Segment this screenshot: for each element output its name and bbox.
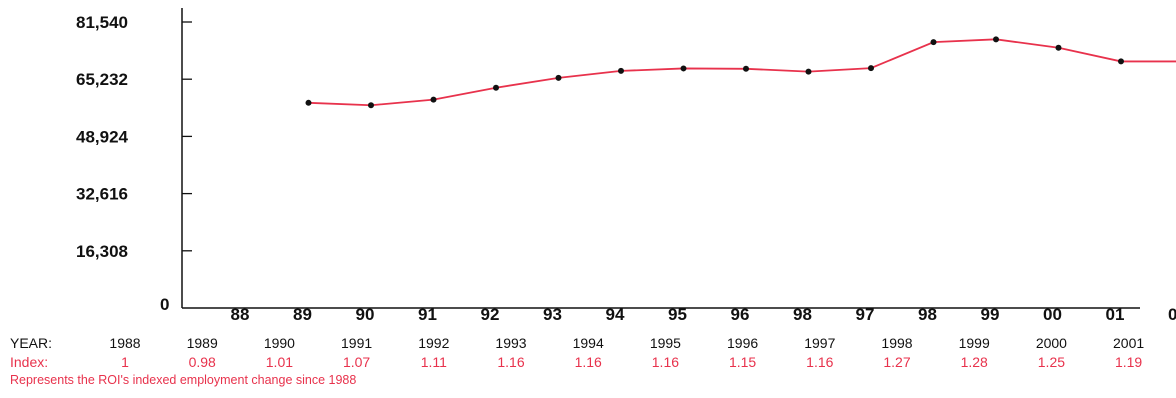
footnote: Represents the ROI's indexed employment … — [10, 373, 356, 387]
series-points-layer — [305, 36, 1124, 109]
x-tick-label: 94 — [606, 305, 625, 324]
x-tick-label: 00 — [1043, 305, 1062, 324]
data-table: YEAR: Index: 1988 1989 1990 1991 1992 1993 199… — [10, 335, 1144, 387]
index-cell: 1.28 — [961, 354, 988, 370]
x-tick-label: 01 — [1106, 305, 1125, 324]
x-tick-label: 98 — [918, 305, 937, 324]
data-point — [493, 84, 499, 91]
x-tick-label: 92 — [481, 305, 500, 324]
data-point — [430, 96, 437, 103]
x-tick-label: 88 — [231, 305, 250, 324]
index-cell: 1.27 — [883, 354, 910, 370]
data-point — [868, 65, 874, 72]
year-cell: 1997 — [804, 335, 835, 351]
year-cell: 1996 — [727, 335, 758, 351]
data-point — [555, 74, 562, 81]
index-cell: 1.16 — [806, 354, 833, 370]
x-tick-label: 95 — [668, 305, 687, 324]
data-point — [618, 67, 624, 74]
x-tick-label: 89 — [293, 305, 312, 324]
data-point — [1055, 44, 1062, 51]
data-point — [805, 68, 812, 75]
x-axis: 88 89 90 91 92 93 94 95 96 98 97 98 99 00 01 02 — [182, 305, 1176, 324]
index-cell: 1 — [121, 354, 129, 370]
y-tick-label: 16,308 — [76, 242, 128, 261]
year-cell: 1991 — [341, 335, 372, 351]
series-line — [308, 38, 1176, 107]
year-cell: 1999 — [959, 335, 990, 351]
y-tick-label: 32,616 — [76, 185, 128, 204]
y-tick-label: 81,540 — [76, 13, 128, 32]
year-cell: 1989 — [187, 335, 218, 351]
index-cell: 1.25 — [1038, 354, 1065, 370]
y-tick-label: 65,232 — [76, 70, 128, 89]
year-cell: 1995 — [650, 335, 681, 351]
data-point — [1118, 58, 1124, 65]
year-row: 1988 1989 1990 1991 1992 1993 1994 1995 1996 1997… — [109, 335, 1144, 351]
data-point — [930, 39, 937, 46]
index-cell: 1.11 — [421, 354, 447, 370]
index-cell: 1.15 — [729, 354, 756, 370]
data-point — [680, 65, 687, 72]
year-cell: 1998 — [881, 335, 912, 351]
index-cell: 1.16 — [652, 354, 679, 370]
x-tick-label: 90 — [356, 305, 375, 324]
data-point — [743, 65, 749, 72]
year-cell: 1988 — [109, 335, 140, 351]
y-tick-label: 0 — [160, 295, 169, 314]
index-cell: 1.16 — [575, 354, 602, 370]
x-tick-label: 96 — [731, 305, 750, 324]
year-cell: 1993 — [495, 335, 526, 351]
x-tick-label: 97 — [856, 305, 875, 324]
index-row-label: Index: — [10, 354, 48, 370]
year-row-label: YEAR: — [10, 335, 52, 351]
index-row: 1 0.98 1.01 1.07 1.11 1.16 1.16 1.16 1.15 1.16 1.2… — [121, 354, 1142, 370]
series-line-layer — [308, 38, 1176, 107]
y-tick-label: 48,924 — [76, 127, 129, 146]
index-cell: 1.16 — [497, 354, 524, 370]
x-tick-label: 98 — [793, 305, 812, 324]
index-cell: 1.07 — [343, 354, 370, 370]
data-point — [368, 102, 374, 109]
data-point — [305, 99, 312, 106]
year-cell: 2001 — [1113, 335, 1144, 351]
x-tick-label: 93 — [543, 305, 562, 324]
year-cell: 2000 — [1036, 335, 1067, 351]
year-cell: 1992 — [418, 335, 449, 351]
index-cell: 0.98 — [189, 354, 216, 370]
data-point — [993, 36, 999, 43]
x-tick-label: 02 — [1168, 305, 1176, 324]
y-axis: 81,540 65,232 48,924 32,616 16,308 0 — [76, 8, 192, 314]
index-cell: 1.01 — [266, 354, 293, 370]
year-cell: 1990 — [264, 335, 295, 351]
year-cell: 1994 — [573, 335, 604, 351]
index-cell: 1.19 — [1115, 354, 1142, 370]
x-tick-label: 91 — [418, 305, 437, 324]
x-tick-label: 99 — [981, 305, 1000, 324]
